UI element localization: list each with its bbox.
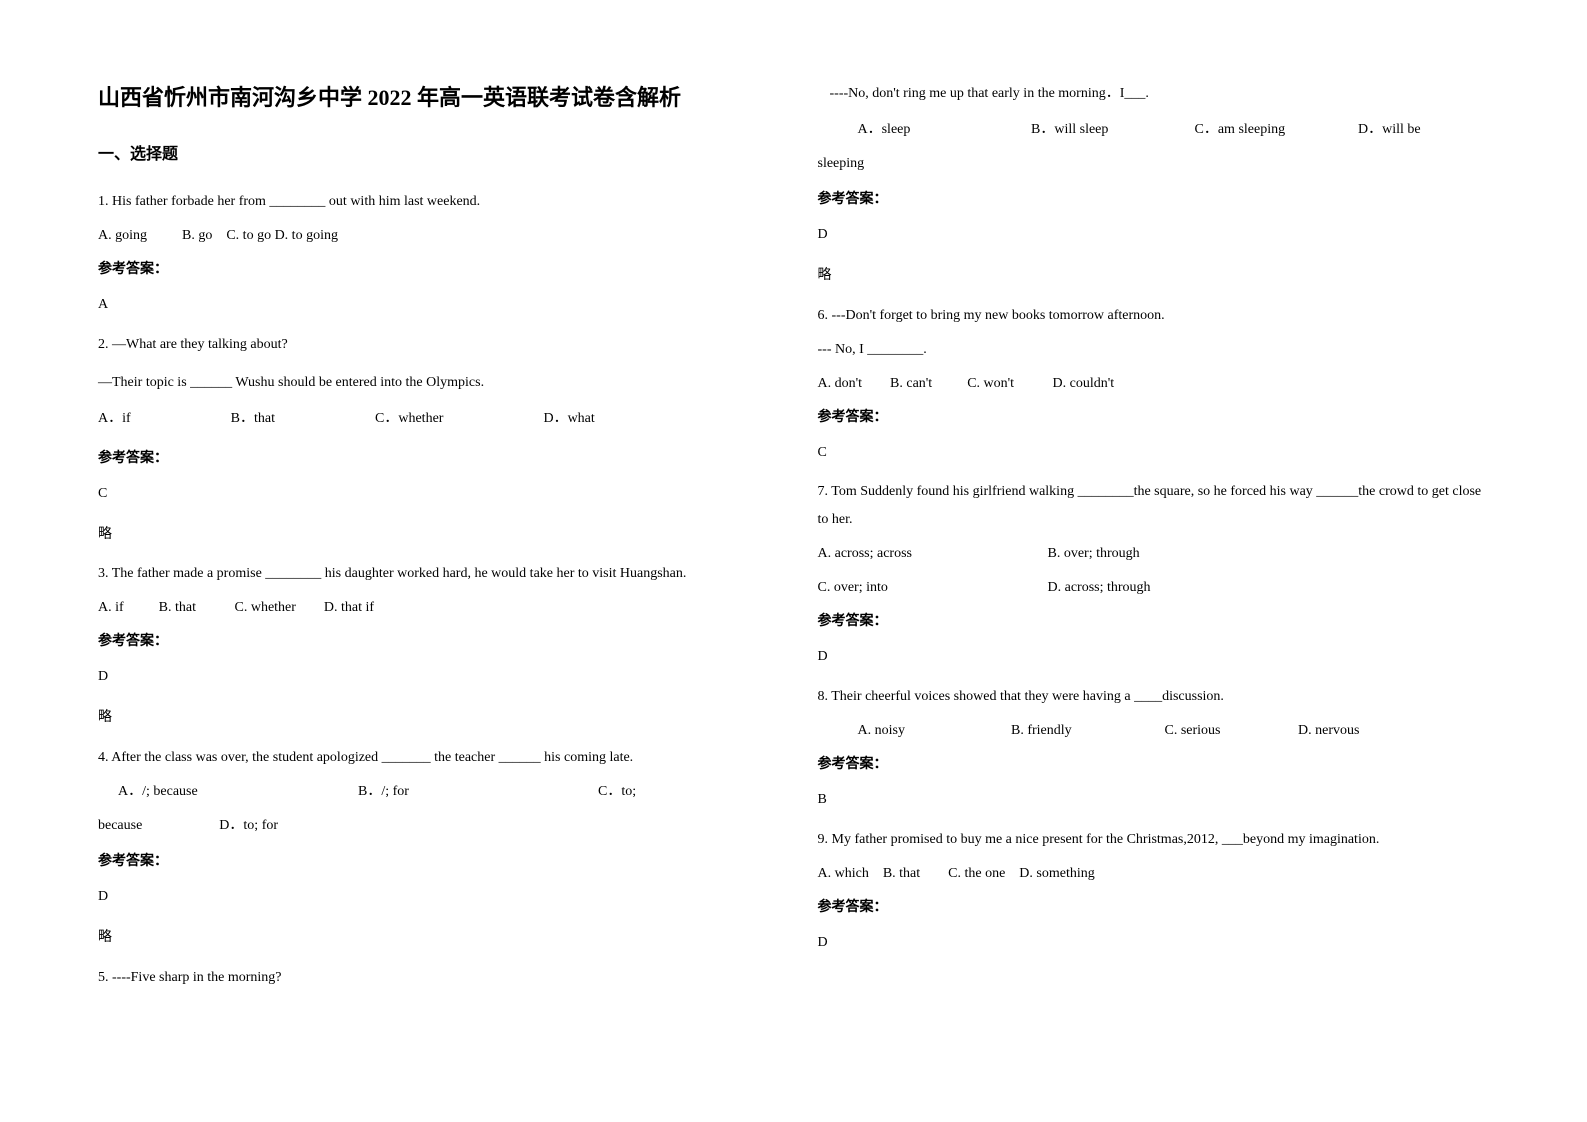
exam-page: 山西省忻州市南河沟乡中学 2022 年高一英语联考试卷含解析 一、选择题 1. … [98,80,1489,998]
question-text: 5. ----Five sharp in the morning? [98,964,770,992]
option-c: C．whether [375,405,443,433]
question-5-part2: ----No, don't ring me up that early in t… [818,80,1490,292]
answer-value: D [818,220,1490,251]
answer-label: 参考答案： [98,256,770,284]
answer-note: 略 [818,261,1490,292]
question-options-line2: because D．to; for [98,812,770,840]
question-1: 1. His father forbade her from ________ … [98,188,770,321]
answer-value: D [98,882,770,913]
option-b: B．that [231,405,275,433]
option-c: C. over; into [818,574,1048,602]
answer-note: 略 [98,923,770,954]
answer-value: C [818,438,1490,469]
answer-note: 略 [98,703,770,734]
question-options: A．sleep B．will sleep C．am sleeping D．wil… [818,116,1490,144]
answer-value: D [818,928,1490,959]
question-text: 9. My father promised to buy me a nice p… [818,826,1490,854]
answer-value: D [98,662,770,693]
question-6: 6. ---Don't forget to bring my new books… [818,302,1490,469]
question-options-row1: A. across; across B. over; through [818,540,1490,568]
option-b: B．/; for [358,778,598,806]
question-text: 6. ---Don't forget to bring my new books… [818,302,1490,330]
answer-label: 参考答案： [818,608,1490,636]
question-text: 1. His father forbade her from ________ … [98,188,770,216]
question-text: 2. —What are they talking about? [98,331,770,359]
right-column: ----No, don't ring me up that early in t… [818,80,1490,998]
question-text: ----No, don't ring me up that early in t… [818,80,1490,108]
question-text: 8. Their cheerful voices showed that the… [818,683,1490,711]
answer-label: 参考答案： [818,751,1490,779]
answer-value: A [98,290,770,321]
answer-label: 参考答案： [818,894,1490,922]
question-7: 7. Tom Suddenly found his girlfriend wal… [818,478,1490,673]
option-a: A. across; across [818,540,1048,568]
answer-value: B [818,785,1490,816]
question-options-row2: C. over; into D. across; through [818,574,1490,602]
option-d: D. nervous [1298,723,1359,738]
question-3: 3. The father made a promise ________ hi… [98,560,770,734]
section-title: 一、选择题 [98,140,770,164]
answer-note: 略 [98,520,770,551]
question-9: 9. My father promised to buy me a nice p… [818,826,1490,959]
option-c: C．to; [598,778,636,806]
question-text: 3. The father made a promise ________ hi… [98,560,770,588]
option-d: D．will be [1358,122,1421,137]
answer-label: 参考答案： [98,445,770,473]
answer-label: 参考答案： [98,628,770,656]
option-c: C. serious [1165,717,1295,745]
document-title: 山西省忻州市南河沟乡中学 2022 年高一英语联考试卷含解析 [98,80,770,112]
answer-label: 参考答案： [818,186,1490,214]
question-options: A. which B. that C. the one D. something [818,860,1490,888]
question-options: A. if B. that C. whether D. that if [98,594,770,622]
option-a: A．/; because [98,778,358,806]
option-b: B. over; through [1048,540,1140,568]
question-5-part1: 5. ----Five sharp in the morning? [98,964,770,992]
answer-value: D [818,642,1490,673]
question-text: 4. After the class was over, the student… [98,744,770,772]
question-4: 4. After the class was over, the student… [98,744,770,954]
question-text: 7. Tom Suddenly found his girlfriend wal… [818,478,1490,534]
left-column: 山西省忻州市南河沟乡中学 2022 年高一英语联考试卷含解析 一、选择题 1. … [98,80,770,998]
question-2: 2. —What are they talking about? —Their … [98,331,770,551]
question-options: A. noisy B. friendly C. serious D. nervo… [818,717,1490,745]
option-a: A．if [98,405,131,433]
option-d: D. across; through [1048,574,1151,602]
question-text: —Their topic is ______ Wushu should be e… [98,369,770,397]
option-a: A．sleep [858,116,1028,144]
option-a: A. noisy [858,717,1008,745]
question-options: A. don't B. can't C. won't D. couldn't [818,370,1490,398]
option-b: B．will sleep [1031,116,1191,144]
question-8: 8. Their cheerful voices showed that the… [818,683,1490,816]
question-options: A．/; because B．/; for C．to; [98,778,770,806]
option-b: B. friendly [1011,717,1161,745]
answer-label: 参考答案： [818,404,1490,432]
option-c: C．am sleeping [1195,116,1355,144]
answer-value: C [98,479,770,510]
option-d-cont: sleeping [818,150,1490,178]
answer-label: 参考答案： [98,848,770,876]
question-text: --- No, I ________. [818,336,1490,364]
question-options: A．if B．that C．whether D．what [98,405,770,433]
question-options: A. going B. go C. to go D. to going [98,222,770,250]
option-d: D．what [543,405,594,433]
